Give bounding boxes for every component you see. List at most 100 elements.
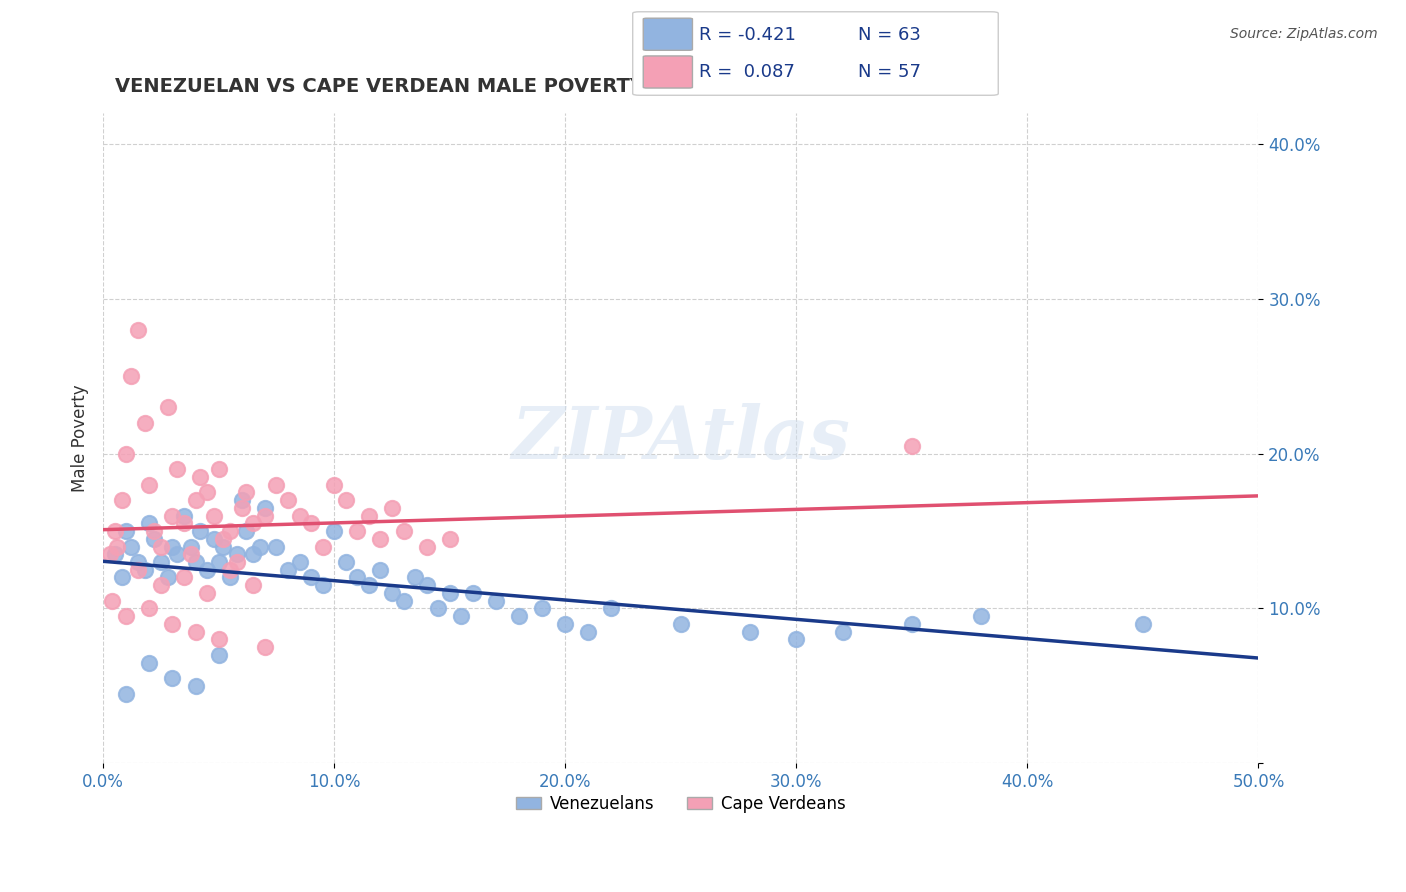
Text: Source: ZipAtlas.com: Source: ZipAtlas.com xyxy=(1230,27,1378,41)
Point xyxy=(249,540,271,554)
Point xyxy=(669,616,692,631)
Point xyxy=(485,593,508,607)
Point xyxy=(335,493,357,508)
Point xyxy=(143,524,166,538)
Text: VENEZUELAN VS CAPE VERDEAN MALE POVERTY CORRELATION CHART: VENEZUELAN VS CAPE VERDEAN MALE POVERTY … xyxy=(115,78,884,96)
Point xyxy=(357,508,380,523)
Point xyxy=(346,570,368,584)
Point xyxy=(202,532,225,546)
FancyBboxPatch shape xyxy=(644,18,693,50)
Point xyxy=(226,547,249,561)
Point xyxy=(208,462,231,476)
Point xyxy=(104,524,127,538)
Point xyxy=(162,540,184,554)
Point xyxy=(208,632,231,647)
Point xyxy=(173,508,195,523)
Point xyxy=(138,656,160,670)
Point xyxy=(370,563,392,577)
Point xyxy=(149,578,172,592)
Point xyxy=(901,616,924,631)
Point xyxy=(219,524,242,538)
Point xyxy=(357,578,380,592)
Point xyxy=(288,508,311,523)
Text: R =  0.087: R = 0.087 xyxy=(700,63,796,81)
Point xyxy=(392,524,415,538)
Point xyxy=(831,624,853,639)
Text: R = -0.421: R = -0.421 xyxy=(700,26,796,44)
Point xyxy=(202,508,225,523)
Text: N = 63: N = 63 xyxy=(858,26,921,44)
Point xyxy=(173,570,195,584)
Point xyxy=(740,624,762,639)
Point xyxy=(242,516,264,531)
Point xyxy=(226,555,249,569)
Point xyxy=(404,570,426,584)
Point xyxy=(901,439,924,453)
Point xyxy=(184,679,207,693)
Point xyxy=(127,323,149,337)
Point xyxy=(115,686,138,700)
Point xyxy=(323,477,346,491)
Point xyxy=(166,547,188,561)
Point xyxy=(266,540,288,554)
Point xyxy=(335,555,357,569)
Point xyxy=(115,609,138,624)
Point xyxy=(162,508,184,523)
Point xyxy=(311,578,333,592)
FancyBboxPatch shape xyxy=(644,56,693,88)
Point xyxy=(346,524,368,538)
Point xyxy=(188,470,211,484)
Point xyxy=(785,632,807,647)
Point xyxy=(120,369,142,384)
Point xyxy=(127,555,149,569)
Point xyxy=(242,578,264,592)
FancyBboxPatch shape xyxy=(633,12,998,95)
Point xyxy=(134,563,156,577)
Point xyxy=(439,586,461,600)
Point xyxy=(266,477,288,491)
Point xyxy=(156,401,179,415)
Y-axis label: Male Poverty: Male Poverty xyxy=(72,384,89,492)
Point xyxy=(299,516,322,531)
Point xyxy=(253,500,276,515)
Point xyxy=(156,570,179,584)
Point xyxy=(115,524,138,538)
Point xyxy=(115,447,138,461)
Point xyxy=(231,500,253,515)
Point xyxy=(415,578,437,592)
Point xyxy=(138,477,160,491)
Point xyxy=(576,624,599,639)
Point xyxy=(277,563,299,577)
Point xyxy=(173,516,195,531)
Point xyxy=(212,540,235,554)
Point xyxy=(208,555,231,569)
Point xyxy=(461,586,484,600)
Point xyxy=(253,640,276,654)
Point xyxy=(104,547,127,561)
Point xyxy=(110,570,132,584)
Point xyxy=(105,540,128,554)
Point xyxy=(427,601,450,615)
Point xyxy=(235,485,257,500)
Point xyxy=(110,493,132,508)
Point xyxy=(299,570,322,584)
Point xyxy=(188,524,211,538)
Point xyxy=(149,540,172,554)
Point xyxy=(450,609,472,624)
Point xyxy=(508,609,530,624)
Point xyxy=(231,493,253,508)
Point xyxy=(554,616,576,631)
Point xyxy=(381,500,404,515)
Point xyxy=(195,563,218,577)
Point xyxy=(195,485,218,500)
Point xyxy=(127,563,149,577)
Point xyxy=(288,555,311,569)
Point xyxy=(212,532,235,546)
Point xyxy=(1132,616,1154,631)
Text: ZIPAtlas: ZIPAtlas xyxy=(512,402,851,474)
Point xyxy=(531,601,554,615)
Point xyxy=(381,586,404,600)
Point xyxy=(180,540,202,554)
Point xyxy=(439,532,461,546)
Point xyxy=(235,524,257,538)
